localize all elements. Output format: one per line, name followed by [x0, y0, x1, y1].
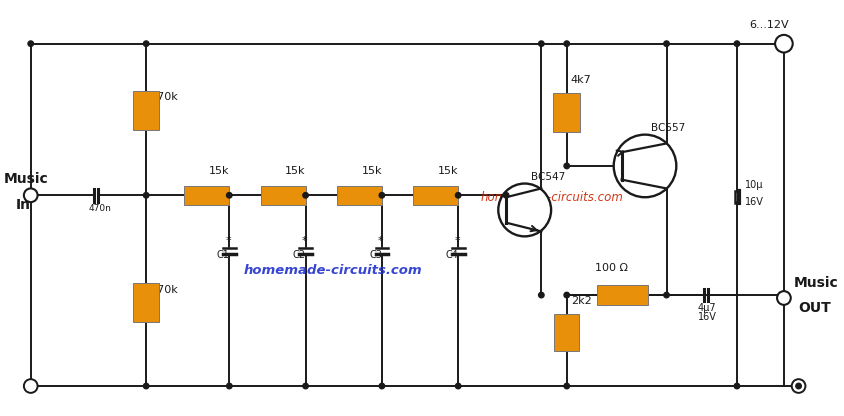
- Circle shape: [563, 41, 569, 47]
- Circle shape: [302, 383, 308, 389]
- Text: OUT: OUT: [798, 301, 830, 315]
- Circle shape: [733, 41, 738, 47]
- Text: 16V: 16V: [744, 197, 763, 207]
- Text: *: *: [225, 236, 231, 246]
- Text: 6...12V: 6...12V: [749, 20, 788, 30]
- Circle shape: [613, 135, 675, 197]
- Text: homemade-circuits.com: homemade-circuits.com: [244, 264, 422, 277]
- Circle shape: [455, 383, 460, 389]
- Text: 2k2: 2k2: [570, 296, 591, 306]
- Text: homemade-circuits.com: homemade-circuits.com: [480, 191, 623, 204]
- FancyBboxPatch shape: [597, 285, 647, 305]
- Circle shape: [774, 35, 792, 52]
- Circle shape: [663, 41, 668, 47]
- Text: +: +: [777, 37, 789, 51]
- Circle shape: [455, 193, 460, 198]
- Circle shape: [24, 379, 37, 393]
- Text: *: *: [377, 236, 383, 246]
- Text: 0: 0: [794, 381, 801, 391]
- Circle shape: [379, 193, 384, 198]
- Circle shape: [563, 163, 569, 168]
- FancyBboxPatch shape: [554, 314, 579, 351]
- Text: 16V: 16V: [697, 312, 716, 322]
- Text: BC547: BC547: [530, 171, 564, 182]
- Circle shape: [226, 383, 232, 389]
- Text: Music: Music: [793, 276, 837, 290]
- Circle shape: [733, 383, 738, 389]
- Text: 100 Ω: 100 Ω: [594, 262, 627, 272]
- Circle shape: [143, 193, 149, 198]
- Text: 15k: 15k: [361, 166, 381, 176]
- FancyBboxPatch shape: [553, 93, 580, 132]
- Circle shape: [226, 193, 232, 198]
- Circle shape: [302, 193, 308, 198]
- Circle shape: [498, 183, 550, 236]
- Text: 15k: 15k: [437, 166, 457, 176]
- Text: 15k: 15k: [208, 166, 229, 176]
- Text: *: *: [454, 236, 459, 246]
- Text: In: In: [16, 198, 31, 212]
- Text: 470k: 470k: [150, 92, 177, 102]
- Circle shape: [503, 193, 508, 198]
- FancyBboxPatch shape: [133, 283, 159, 322]
- Text: BC557: BC557: [650, 123, 684, 133]
- Text: 10µ: 10µ: [744, 181, 762, 191]
- Text: 0: 0: [28, 381, 34, 391]
- Circle shape: [663, 292, 668, 298]
- Text: *: *: [301, 236, 307, 246]
- Text: 4µ7: 4µ7: [697, 303, 716, 313]
- Text: 470k: 470k: [150, 285, 177, 295]
- Text: 15k: 15k: [284, 166, 306, 176]
- Circle shape: [538, 41, 544, 47]
- FancyBboxPatch shape: [337, 186, 381, 205]
- Text: C2: C2: [293, 250, 306, 260]
- Circle shape: [379, 383, 384, 389]
- Circle shape: [143, 41, 149, 47]
- Circle shape: [143, 383, 149, 389]
- Circle shape: [24, 188, 37, 202]
- Text: C1: C1: [216, 250, 230, 260]
- Circle shape: [538, 292, 544, 298]
- Text: 4k7: 4k7: [570, 75, 591, 85]
- FancyBboxPatch shape: [184, 186, 229, 205]
- Circle shape: [776, 291, 790, 305]
- Circle shape: [563, 383, 569, 389]
- Circle shape: [28, 41, 34, 47]
- Circle shape: [563, 292, 569, 298]
- FancyBboxPatch shape: [413, 186, 457, 205]
- Text: Music: Music: [3, 171, 48, 186]
- Text: C3: C3: [369, 250, 381, 260]
- Text: 470n: 470n: [89, 204, 111, 213]
- FancyBboxPatch shape: [260, 186, 306, 205]
- Text: C4: C4: [445, 250, 457, 260]
- Circle shape: [791, 379, 804, 393]
- Circle shape: [795, 383, 800, 389]
- FancyBboxPatch shape: [133, 91, 159, 130]
